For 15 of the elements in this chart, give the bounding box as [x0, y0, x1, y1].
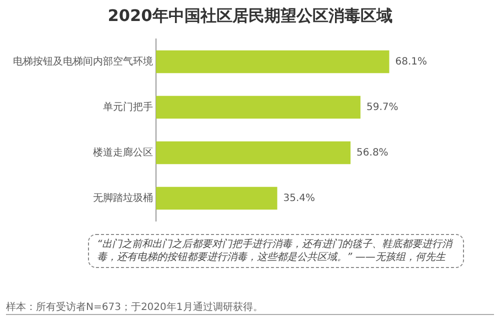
bar [156, 96, 360, 119]
text: “出门之前和出门之后都要对门把手进行消毒，还有进门的毯子、鞋底都要进行消毒，还有电梯的按钮都要进行消毒，这些都是公共区域。” ——无孩组，何先生 [88, 234, 464, 268]
y-tick-label: 单元门把手 [103, 101, 153, 113]
data-label: 68.1% [395, 56, 428, 68]
y-tick-label: 电梯按钮及电梯间内部空气环境 [13, 56, 153, 68]
data-label: 35.4% [283, 192, 316, 204]
data-label: 59.7% [366, 102, 398, 113]
bar [156, 186, 278, 210]
bar [156, 141, 351, 164]
chart-title: 2020年中国社区居民期望公区消毒区域 [106, 5, 394, 27]
data-label: 56.8% [356, 147, 388, 158]
bar [156, 50, 390, 74]
y-tick-label: 无脚踏垃圾桶 [93, 192, 153, 204]
y-tick-label: 楼道走廊公区 [93, 146, 153, 158]
text: 样本：所有受访者N=673；于2020年1月通过调研获得。 [6, 300, 494, 315]
